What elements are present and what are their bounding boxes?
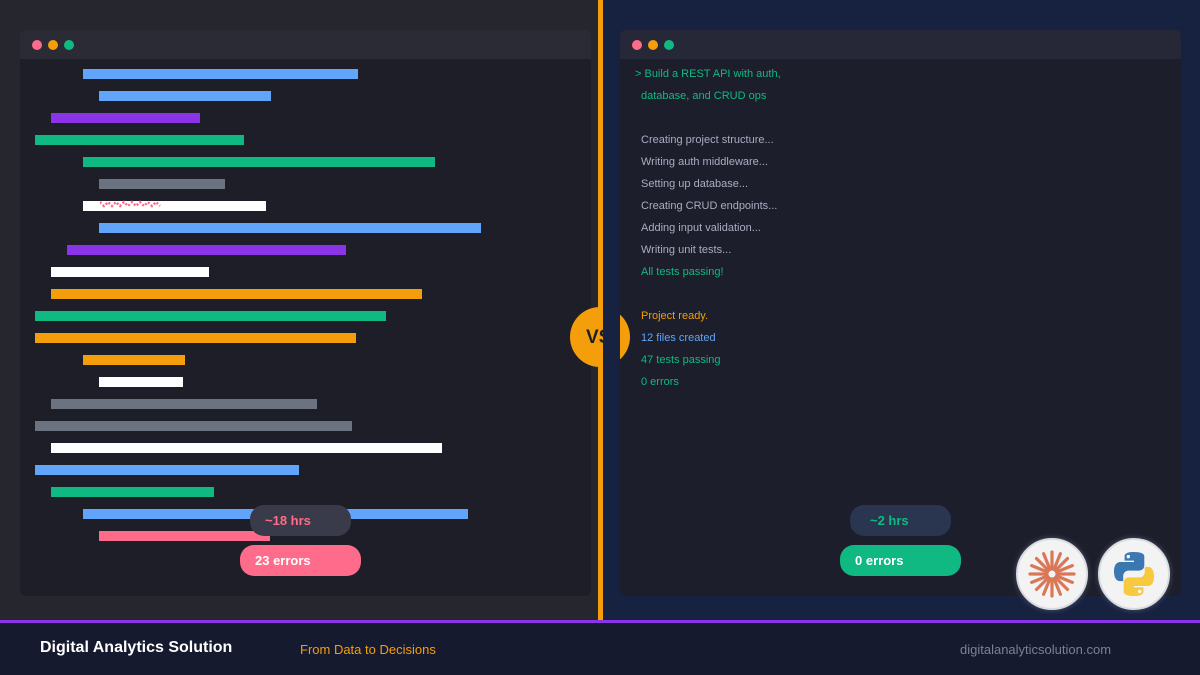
code-line	[83, 69, 358, 79]
terminal-step: Writing auth middleware...	[641, 156, 768, 168]
terminal-step: Creating project structure...	[641, 134, 774, 146]
terminal-ready: Project ready.	[641, 310, 709, 322]
ai-terminal-window	[620, 30, 1181, 596]
code-line	[99, 179, 225, 189]
code-line	[35, 465, 299, 475]
terminal-step: Adding input validation...	[641, 222, 761, 234]
manual-time-badge: ~18 hrs	[250, 505, 351, 536]
terminal-step: Creating CRUD endpoints...	[641, 200, 778, 212]
code-line	[35, 135, 244, 145]
ai-errors-badge: 0 errors	[840, 545, 961, 576]
terminal-files-created: 12 files created	[641, 332, 716, 344]
python-logo	[1098, 538, 1170, 610]
code-line	[99, 531, 270, 541]
code-line	[67, 245, 346, 255]
claude-logo	[1016, 538, 1088, 610]
close-dot-icon	[32, 40, 42, 50]
minimize-dot-icon	[48, 40, 58, 50]
maximize-dot-icon	[64, 40, 74, 50]
footer: Digital Analytics Solution From Data to …	[0, 620, 1200, 675]
code-line	[35, 421, 352, 431]
right-panel-edge	[603, 300, 620, 375]
maximize-dot-icon	[664, 40, 674, 50]
window-titlebar	[20, 30, 591, 59]
code-line	[51, 113, 200, 123]
footer-tagline: From Data to Decisions	[300, 642, 436, 657]
code-line	[51, 267, 209, 277]
terminal-errors-summary: 0 errors	[641, 376, 679, 388]
terminal-step: Setting up database...	[641, 178, 749, 190]
manual-errors-badge: 23 errors	[240, 545, 361, 576]
terminal-step: Writing unit tests...	[641, 244, 732, 256]
footer-url[interactable]: digitalanalyticsolution.com	[960, 642, 1112, 657]
claude-starburst-icon	[1028, 550, 1076, 598]
code-line	[99, 223, 481, 233]
code-line	[83, 157, 435, 167]
code-line	[51, 487, 214, 497]
python-icon	[1114, 552, 1154, 596]
code-line	[51, 399, 317, 409]
terminal-tests-passing: 47 tests passing	[641, 354, 721, 366]
terminal-prompt-continued: database, and CRUD ops	[641, 90, 767, 102]
footer-brand: Digital Analytics Solution	[40, 639, 233, 656]
terminal-all-passing: All tests passing!	[641, 266, 724, 278]
code-line	[51, 289, 422, 299]
minimize-dot-icon	[648, 40, 658, 50]
code-line	[99, 91, 271, 101]
code-line	[83, 355, 185, 365]
code-line	[99, 377, 183, 387]
window-titlebar	[620, 30, 1181, 59]
error-squiggle-icon	[100, 200, 161, 208]
ai-time-badge: ~2 hrs	[850, 505, 951, 536]
close-dot-icon	[632, 40, 642, 50]
code-line	[51, 443, 442, 453]
code-line	[83, 201, 266, 211]
vs-badge: VS	[570, 307, 630, 367]
code-line	[35, 311, 386, 321]
terminal-prompt: > Build a REST API with auth,	[635, 68, 781, 80]
code-line	[35, 333, 356, 343]
